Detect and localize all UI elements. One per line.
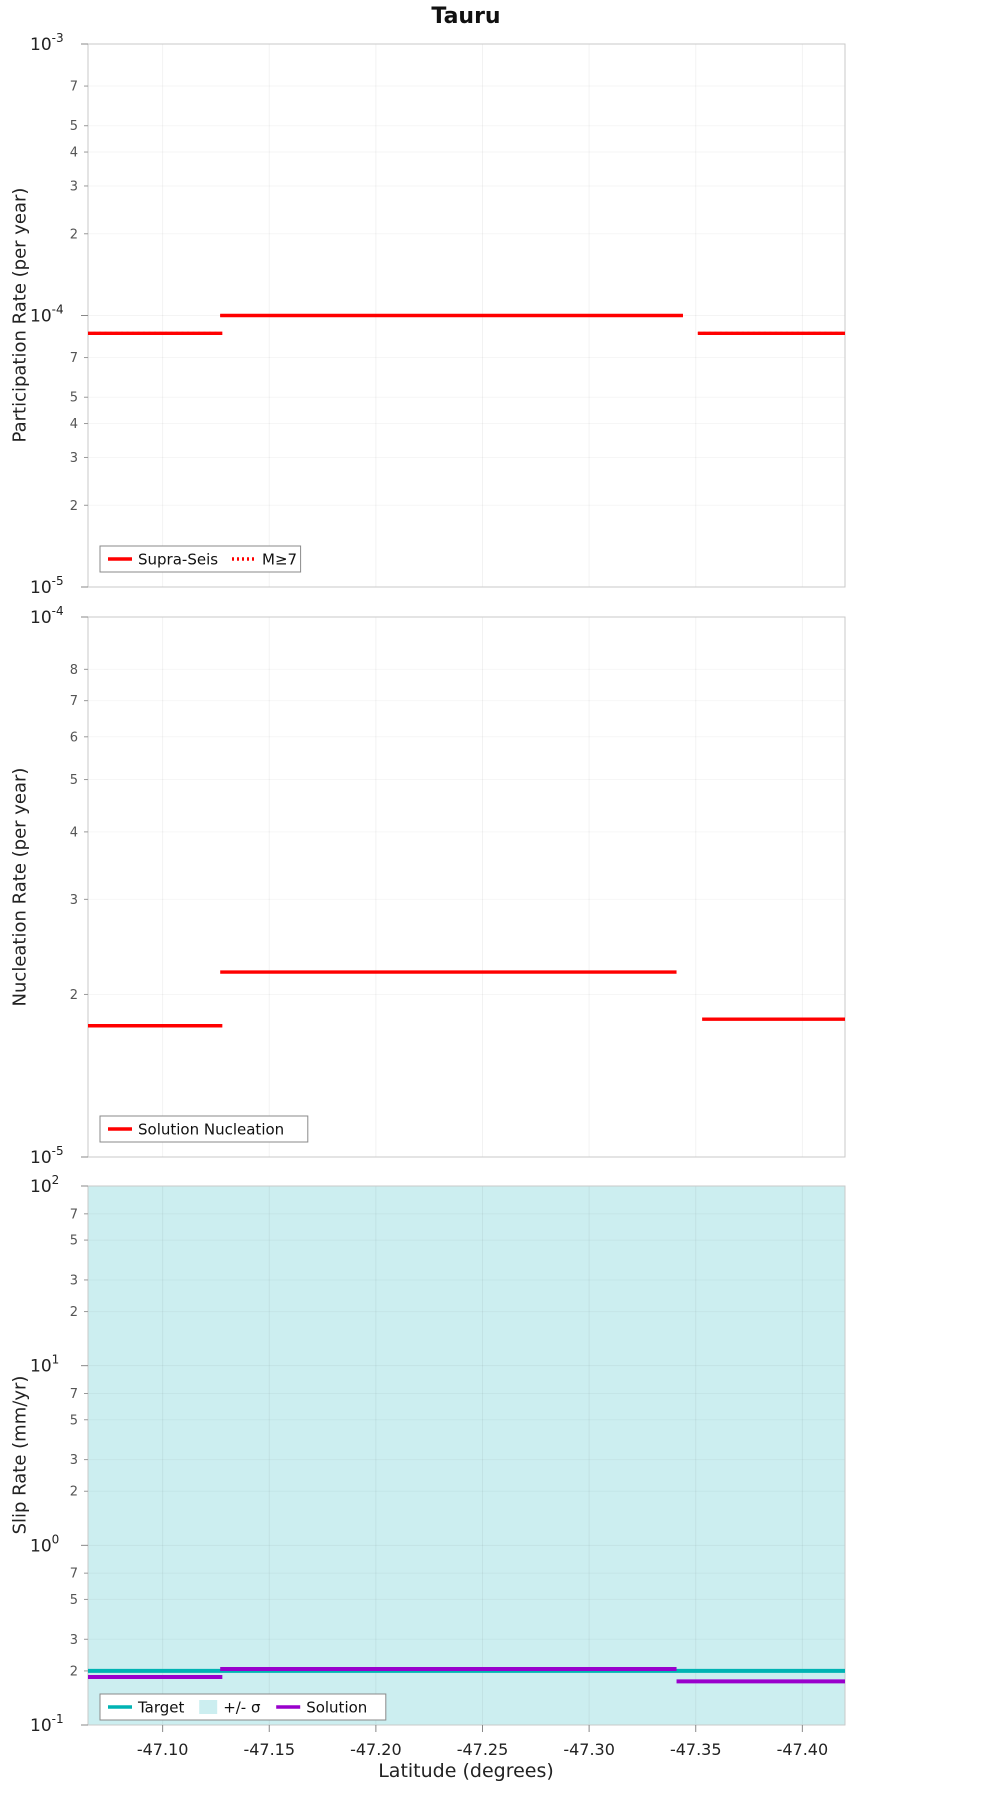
svg-text:2: 2: [70, 1664, 78, 1679]
svg-text:7: 7: [70, 80, 78, 95]
svg-text:10-5: 10-5: [30, 574, 64, 598]
chart-title: Tauru: [431, 4, 501, 29]
y-axis-slip-rate: 102 101 100 10-1 7 5 3 2 7 5 3 2 7 5 3 2: [30, 1173, 88, 1736]
svg-text:4: 4: [70, 825, 78, 840]
svg-text:3: 3: [70, 179, 78, 194]
svg-text:5: 5: [70, 773, 78, 788]
grid-nucleation: [88, 616, 845, 1158]
svg-text:3: 3: [70, 1633, 78, 1648]
svg-text:10-4: 10-4: [30, 303, 64, 327]
svg-text:2: 2: [70, 227, 78, 242]
svg-text:-47.40: -47.40: [777, 1740, 829, 1759]
x-axis: -47.10 -47.15 -47.20 -47.25 -47.30 -47.35 -47.…: [137, 1725, 828, 1759]
legend-label: Solution: [306, 1699, 367, 1717]
svg-text:3: 3: [70, 893, 78, 908]
legend-label: +/- σ: [223, 1699, 261, 1717]
svg-text:5: 5: [70, 1413, 78, 1428]
sigma-band: [88, 1186, 845, 1725]
svg-text:10-1: 10-1: [30, 1712, 64, 1736]
legend-label: Target: [137, 1699, 185, 1717]
legend-nucleation: Solution Nucleation: [99, 1115, 309, 1143]
series-solution-nucleation: [88, 970, 845, 1028]
svg-text:2: 2: [70, 988, 78, 1003]
svg-text:4: 4: [70, 146, 78, 161]
svg-text:4: 4: [70, 417, 78, 432]
legend-participation: Supra-Seis M≥7: [99, 545, 302, 573]
svg-text:2: 2: [70, 499, 78, 514]
svg-text:100: 100: [30, 1532, 59, 1556]
svg-text:-47.10: -47.10: [137, 1740, 189, 1759]
svg-text:3: 3: [70, 1273, 78, 1288]
xlabel-latitude: Latitude (degrees): [378, 1760, 554, 1782]
svg-text:-47.15: -47.15: [243, 1740, 295, 1759]
svg-text:3: 3: [70, 451, 78, 466]
svg-text:-47.25: -47.25: [457, 1740, 509, 1759]
legend-label: M≥7: [262, 551, 297, 569]
svg-text:-47.30: -47.30: [563, 1740, 615, 1759]
svg-text:8: 8: [70, 663, 78, 678]
svg-text:5: 5: [70, 1593, 78, 1608]
svg-text:102: 102: [30, 1173, 59, 1197]
svg-text:10-5: 10-5: [30, 1144, 64, 1168]
legend-label: Supra-Seis: [138, 551, 218, 569]
svg-text:7: 7: [70, 351, 78, 366]
y-axis-nucleation: 10-4 10-5 8 7 6 5 4 3 2: [30, 604, 88, 1168]
legend-label: Solution Nucleation: [138, 1121, 284, 1139]
svg-text:-47.20: -47.20: [350, 1740, 402, 1759]
panel-participation: 10-3 10-4 10-5 7 5 4 3 2 7 5 4 3 2 Supra-Seis M≥7: [30, 31, 846, 598]
svg-text:2: 2: [70, 1485, 78, 1500]
panel-nucleation: 10-4 10-5 8 7 6 5 4 3 2 Solution Nucleation: [30, 604, 846, 1168]
svg-text:7: 7: [70, 694, 78, 709]
svg-text:5: 5: [70, 1234, 78, 1249]
svg-text:5: 5: [70, 391, 78, 406]
svg-text:10-3: 10-3: [30, 31, 64, 55]
svg-text:5: 5: [70, 119, 78, 134]
legend-slip-rate: Target +/- σ Solution: [99, 1693, 387, 1721]
series-m-7: [88, 314, 845, 335]
series-solution: [88, 1666, 845, 1684]
svg-text:2: 2: [70, 1305, 78, 1320]
svg-text:101: 101: [30, 1353, 59, 1377]
series-supra-seis: [88, 313, 845, 335]
svg-text:7: 7: [70, 1207, 78, 1222]
svg-text:3: 3: [70, 1453, 78, 1468]
svg-text:10-4: 10-4: [30, 604, 64, 628]
svg-text:7: 7: [70, 1567, 78, 1582]
svg-text:7: 7: [70, 1387, 78, 1402]
svg-text:6: 6: [70, 730, 78, 745]
svg-text:-47.35: -47.35: [670, 1740, 722, 1759]
y-axis-participation: 10-3 10-4 10-5 7 5 4 3 2 7 5 4 3 2: [30, 31, 88, 598]
legend-swatch-patch: [199, 1700, 218, 1714]
